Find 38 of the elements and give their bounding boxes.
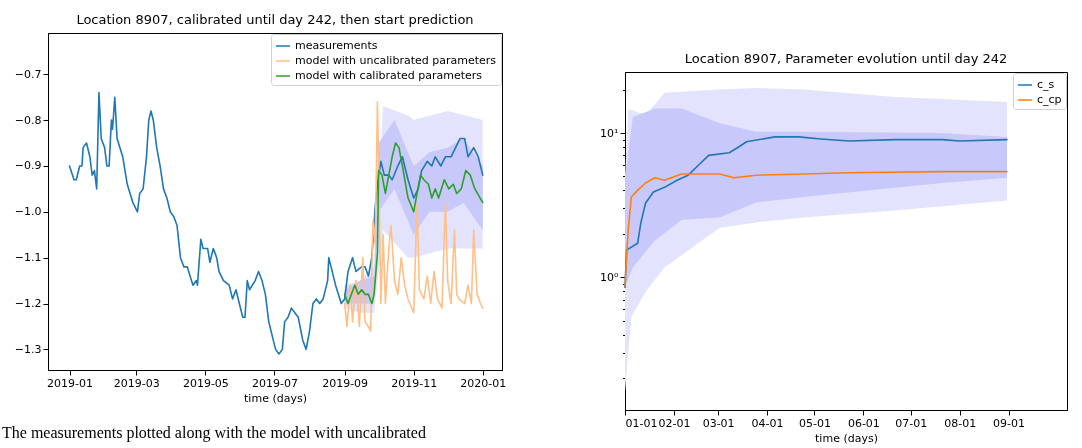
legend-label: model with calibrated parameters <box>295 69 483 82</box>
x-axis-title: time (days) <box>815 431 878 445</box>
text: The measurements plotted along with the model with uncalibrated <box>2 424 427 442</box>
legend-label: measurements <box>295 39 378 52</box>
y-tick-label: 10⁰ <box>600 270 620 284</box>
x-tick-label: 05-01 <box>798 416 831 430</box>
chart-title: Location 8907, Parameter evolution until day 242 <box>684 51 1008 66</box>
y-tick-label: −0.8 <box>14 113 42 127</box>
x-tick-label: 07-01 <box>895 416 928 430</box>
y-tick-label: −1.1 <box>14 251 42 265</box>
legend-label: c_s <box>1037 78 1055 91</box>
y-tick-label: −0.9 <box>14 159 42 173</box>
x-tick-label: 2019-01 <box>47 376 93 390</box>
legend-label: model with uncalibrated parameters <box>295 54 497 67</box>
x-tick-label: 08-01 <box>944 416 977 430</box>
legend-label: c_cp <box>1037 93 1062 106</box>
line-series <box>624 136 1008 289</box>
x-tick-label: 02-01 <box>658 416 691 430</box>
x-tick-label: 2019-11 <box>391 376 438 390</box>
x-tick-label: 06-01 <box>847 416 880 430</box>
y-tick-label: −0.7 <box>14 67 42 81</box>
y-tick-label: −1.3 <box>14 342 42 356</box>
x-tick-label: 2020-01 <box>460 376 507 390</box>
y-tick-label: −1.0 <box>14 205 42 219</box>
line-series <box>624 170 1008 287</box>
y-tick-label: −1.2 <box>14 297 42 311</box>
x-tick-label: 2019-07 <box>251 376 298 390</box>
x-tick-label: 03-01 <box>702 416 735 430</box>
x-axis-title: time (days) <box>244 391 307 405</box>
x-tick-label: 2019-09 <box>322 376 369 390</box>
x-tick-label: 09-01 <box>993 416 1026 430</box>
y-tick-label: 10¹ <box>600 126 619 140</box>
x-tick-label: 04-01 <box>751 416 784 430</box>
x-tick-label: 01-01 <box>625 416 658 430</box>
x-tick-label: 2019-03 <box>113 376 160 390</box>
x-tick-label: 2019-05 <box>182 376 229 390</box>
line-series <box>68 91 484 355</box>
chart-title: Location 8907, calibrated until day 242, then start prediction <box>76 12 474 27</box>
